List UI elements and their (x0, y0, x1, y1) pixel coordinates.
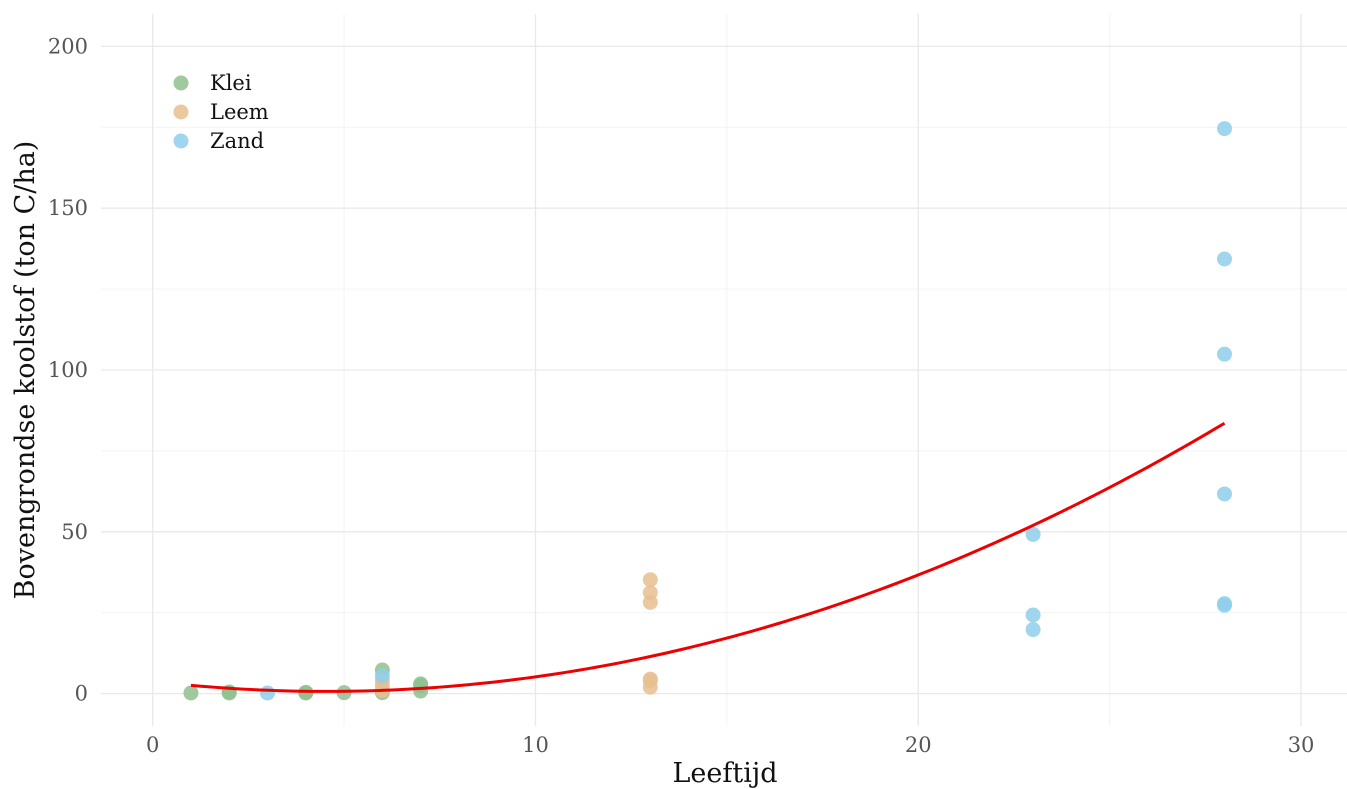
major-grid (101, 14, 1347, 726)
y-tick-label: 150 (48, 196, 88, 220)
fit-curve-line (190, 421, 1226, 693)
point-leem (642, 671, 658, 687)
legend-marker-klei (173, 75, 189, 91)
point-leem (642, 585, 658, 601)
point-zand (374, 668, 390, 684)
point-klei (183, 685, 199, 701)
x-tick-label: 0 (146, 733, 159, 757)
y-tick-label: 0 (75, 682, 88, 706)
y-tick-label: 50 (61, 520, 88, 544)
point-zand (1217, 251, 1233, 267)
y-tick-label: 200 (48, 34, 88, 58)
y-tick-label: 100 (48, 358, 88, 382)
legend-label-zand: Zand (210, 129, 264, 153)
point-leem (642, 572, 658, 588)
x-axis-title: Leeftijd (672, 758, 777, 789)
legend-marker-leem (173, 104, 189, 120)
x-tick-label: 10 (522, 733, 549, 757)
y-tick-labels: 0 50 100 150 200 (48, 34, 88, 705)
point-zand (1025, 622, 1041, 638)
legend: Klei Leem Zand (173, 71, 269, 153)
point-zand (1025, 607, 1041, 623)
legend-label-leem: Leem (210, 100, 269, 124)
minor-grid (101, 14, 1347, 726)
legend-marker-zand (173, 133, 189, 149)
point-zand (260, 685, 276, 701)
legend-label-klei: Klei (210, 71, 252, 95)
x-tick-label: 30 (1288, 733, 1315, 757)
point-zand (1025, 526, 1041, 542)
point-zand (1217, 346, 1233, 362)
x-tick-labels: 0 10 20 30 (146, 733, 1314, 757)
y-axis-title: Bovengrondse koolstof (ton C/ha) (10, 141, 41, 600)
point-zand (1217, 486, 1233, 502)
x-tick-label: 20 (905, 733, 932, 757)
point-zand (1217, 121, 1233, 137)
point-zand (1217, 596, 1233, 612)
